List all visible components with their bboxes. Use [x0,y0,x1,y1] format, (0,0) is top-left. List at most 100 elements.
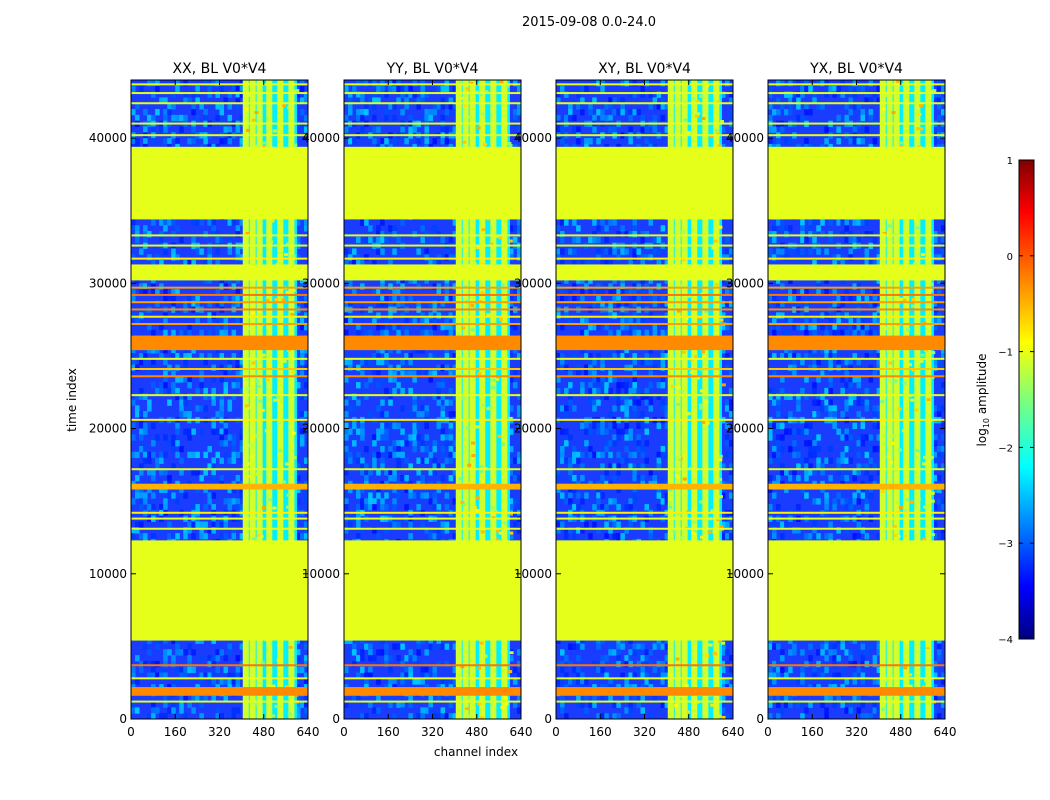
noise-cell [632,387,637,395]
band-speckle [265,298,270,302]
noise-cell [576,457,581,464]
noise-cell [139,504,144,511]
band-speckle [285,290,290,294]
noise-cell [364,713,369,719]
noise-cell [147,469,152,476]
noise-cell [131,219,136,226]
noise-cell [163,225,168,232]
noise-cell [396,422,401,430]
band-speckle [467,481,472,485]
noise-cell [508,428,514,435]
noise-cell [656,486,662,493]
noise-cell [576,695,581,703]
noise-cell [376,469,381,476]
noise-cell [448,434,454,441]
noise-cell [199,637,204,644]
band-speckle [291,288,296,292]
noise-cell [604,114,609,122]
noise-cell [568,678,573,685]
noise-cell [167,364,172,371]
noise-cell [624,323,629,331]
noise-cell [644,358,650,366]
noise-cell [560,457,565,464]
noise-cell [608,347,613,354]
noise-cell [636,422,641,430]
band-speckle [265,378,270,382]
noise-cell [452,294,458,302]
noise-cell [179,236,184,244]
noise-cell [436,260,442,267]
noise-cell [400,91,405,98]
noise-cell [207,219,212,226]
noise-cell [344,445,349,453]
noise-cell [412,428,417,435]
noise-cell [179,353,184,360]
noise-cell [624,457,629,464]
noise-cell [436,713,442,719]
noise-cell [576,236,581,244]
noise-cell [376,451,381,459]
noise-cell [151,504,156,511]
noise-cell [420,492,425,499]
noise-cell [199,527,204,534]
noise-cell [360,637,365,644]
noise-cell [628,672,633,679]
noise-cell [600,219,605,226]
band-speckle [498,236,503,240]
noise-cell [404,672,409,679]
noise-cell [612,126,617,133]
noise-cell [568,109,573,116]
noise-cell [612,376,617,383]
noise-cell [608,387,613,395]
noise-cell [303,695,308,703]
noise-cell [632,329,637,337]
noise-cell [227,248,233,255]
noise-cell [191,236,196,244]
noise-cell [588,382,593,389]
noise-cell [187,434,192,441]
band-speckle [466,696,471,700]
band-speckle [508,239,513,243]
noise-cell [356,364,361,371]
noise-cell [143,283,148,290]
noise-cell [596,428,601,435]
noise-cell [596,713,601,719]
noise-cell [604,393,609,400]
noise-cell [175,637,180,644]
noise-cell [175,643,180,650]
noise-cell [640,643,645,650]
noise-cell [432,109,438,116]
noise-cell [400,440,405,447]
noise-cell [139,422,144,430]
noise-cell [199,376,204,383]
noise-cell [560,138,565,145]
noise-cell [344,294,349,302]
noise-cell [432,393,438,400]
noise-cell [416,434,421,441]
noise-cell [388,655,393,662]
noise-cell [392,422,397,430]
noise-cell [648,660,654,668]
noise-cell [163,498,168,505]
noise-cell [420,347,425,354]
noise-cell [620,323,625,331]
noise-cell [215,655,220,662]
noise-cell [516,527,521,534]
noise-cell [580,672,585,679]
noise-cell [616,637,621,644]
noise-cell [235,672,241,679]
noise-cell [235,103,241,110]
noise-cell [424,457,429,464]
noise-cell [392,289,397,296]
noise-cell [239,80,245,87]
noise-cell [616,289,621,296]
noise-cell [412,422,417,430]
noise-cell [444,364,450,371]
noise-cell [299,109,305,116]
band-speckle [462,104,467,108]
band-speckle [458,81,463,85]
noise-cell [592,114,597,122]
noise-cell [215,80,220,87]
noise-cell [448,713,454,719]
noise-cell [159,451,164,459]
